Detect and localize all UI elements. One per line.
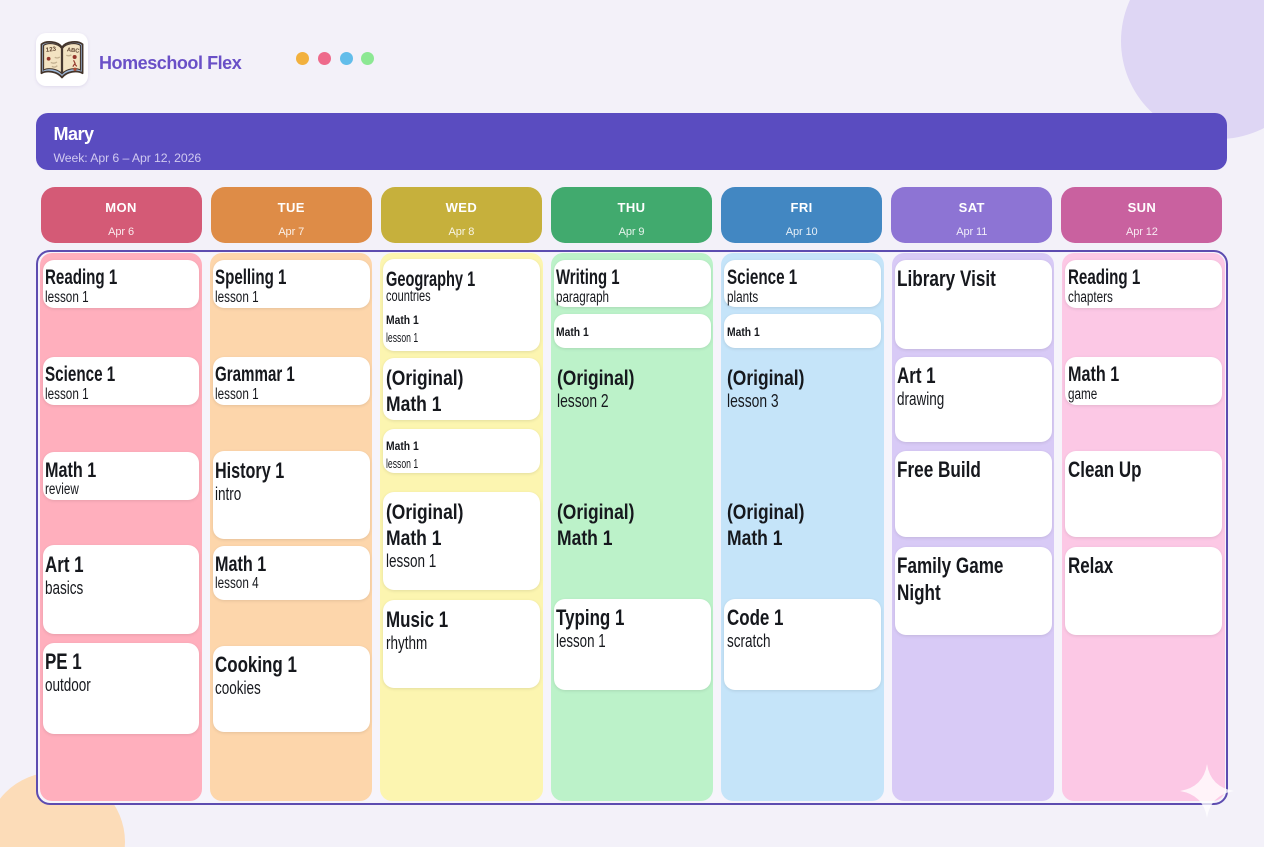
svg-text:123: 123 — [45, 46, 57, 54]
svg-text:ABC: ABC — [66, 47, 79, 54]
